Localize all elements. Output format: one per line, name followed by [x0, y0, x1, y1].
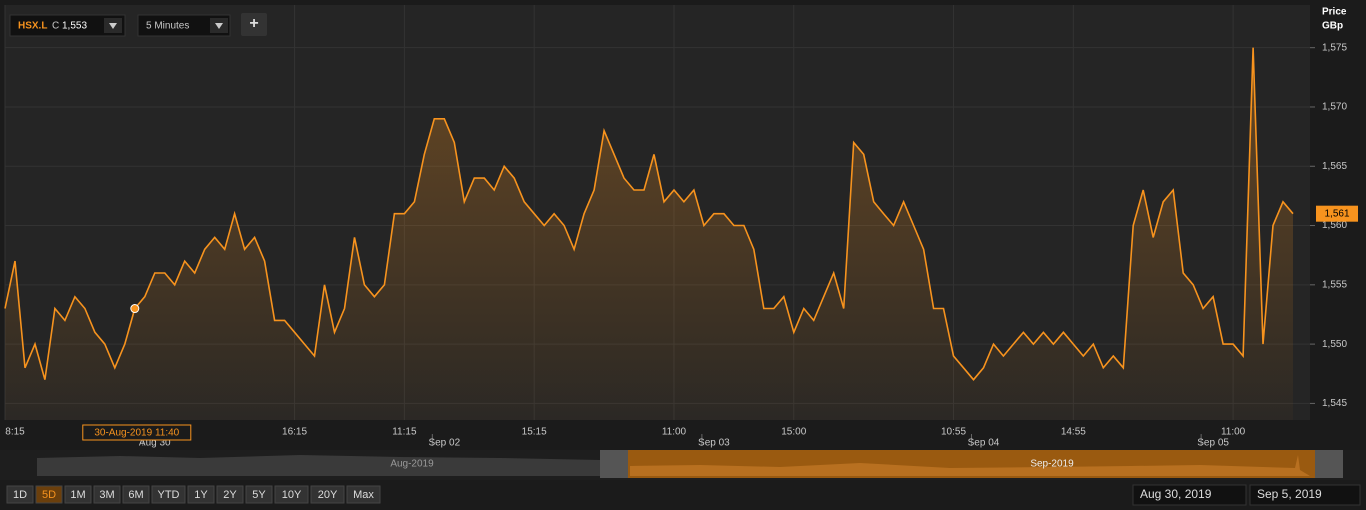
price-line — [4, 47, 1294, 381]
y-tick-label: 1,545 — [1322, 398, 1347, 409]
symbol-box[interactable] — [9, 14, 126, 37]
date-to-box[interactable] — [1249, 484, 1361, 506]
x-tick-label: 14:55 — [1061, 427, 1086, 438]
symbol: HSX.L — [18, 21, 47, 32]
y-tick-label: 1,555 — [1322, 279, 1347, 290]
period-button[interactable] — [122, 485, 150, 504]
dropdown-arrow — [215, 23, 223, 29]
tooltip: 30-Aug-2019 11:40 — [94, 428, 179, 439]
x-tick-label: 11:00 — [1221, 427, 1246, 438]
period-button[interactable] — [274, 485, 309, 504]
tooltip-box — [82, 424, 192, 441]
period-label: 1M — [70, 489, 85, 501]
period-label: 20Y — [318, 489, 338, 501]
period-button[interactable] — [216, 485, 244, 504]
period-label: 1Y — [194, 489, 208, 501]
navigator-label: Sep-2019 — [1030, 459, 1074, 470]
day-label: Sep 05 — [1197, 438, 1229, 449]
date-to: Sep 5, 2019 — [1257, 487, 1322, 501]
y-tick-label: 1,560 — [1322, 220, 1347, 231]
period-label: 1D — [13, 489, 27, 501]
period-button[interactable] — [6, 485, 34, 504]
dropdown-arrow — [109, 23, 117, 29]
period-label: 5D — [42, 489, 56, 501]
period-button[interactable] — [35, 485, 63, 504]
navigator-area — [37, 455, 600, 476]
navigator-handle[interactable] — [1315, 450, 1343, 478]
day-label: Sep 02 — [428, 438, 460, 449]
period-button[interactable] — [64, 485, 92, 504]
period-button[interactable] — [187, 485, 215, 504]
close-prefix: C — [52, 21, 59, 32]
x-tick-label: 8:15 — [5, 427, 25, 438]
y-tick-label: 1,570 — [1322, 102, 1347, 113]
day-label: Aug 30 — [139, 438, 171, 449]
period-label: YTD — [158, 489, 180, 501]
price-label: 1,561 — [1324, 208, 1349, 219]
period-label: 2Y — [223, 489, 237, 501]
period-label: 3M — [99, 489, 114, 501]
add-button[interactable] — [241, 13, 267, 36]
x-tick-label: 10:55 — [941, 427, 966, 438]
day-label: Sep 03 — [698, 438, 730, 449]
period-button[interactable] — [245, 485, 273, 504]
x-tick-label: 11:15 — [392, 427, 417, 438]
day-label: Sep 04 — [968, 438, 1000, 449]
x-tick-label: 15:00 — [781, 427, 806, 438]
navigator-label: Aug-2019 — [390, 459, 434, 470]
x-tick-label: 11:00 — [662, 427, 687, 438]
axis-title: Price — [1322, 7, 1347, 18]
y-tick-label: 1,550 — [1322, 339, 1347, 350]
price-label-box — [1316, 205, 1358, 222]
period-button[interactable] — [310, 485, 345, 504]
y-tick-label: 1,575 — [1322, 42, 1347, 53]
period-button[interactable] — [151, 485, 186, 504]
navigator-handle[interactable] — [600, 450, 628, 478]
x-tick-label: 15:15 — [522, 427, 547, 438]
hover-marker — [130, 304, 140, 314]
date-from-box[interactable] — [1132, 484, 1247, 506]
period-button[interactable] — [346, 485, 381, 504]
interval: 5 Minutes — [146, 21, 189, 32]
date-from: Aug 30, 2019 — [1140, 487, 1212, 501]
period-label: 5Y — [252, 489, 266, 501]
period-label: 6M — [128, 489, 143, 501]
area — [5, 47, 1293, 420]
y-tick-label: 1,565 — [1322, 161, 1347, 172]
period-button[interactable] — [93, 485, 121, 504]
period-label: Max — [353, 489, 374, 501]
navigator-selected-area — [630, 455, 1310, 476]
axis-unit: GBp — [1322, 21, 1343, 32]
period-label: 10Y — [282, 489, 302, 501]
interval-box[interactable] — [137, 14, 231, 37]
add-label: + — [249, 15, 258, 32]
close-value: 1,553 — [62, 21, 87, 32]
x-tick-label: 16:15 — [282, 427, 307, 438]
